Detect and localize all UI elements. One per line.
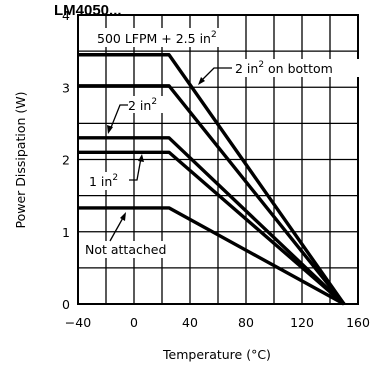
series-line-2 [78, 84, 346, 306]
bottom-leader-arrow [198, 77, 205, 85]
grid [78, 15, 358, 304]
two-leader [109, 104, 128, 131]
one-leader-arrow [138, 154, 144, 162]
one-leader [129, 157, 142, 181]
y-tick-label: 3 [62, 80, 70, 95]
lfpm-label-bg [92, 28, 242, 47]
y-tick-label: 1 [62, 225, 70, 240]
series-line-1 [78, 53, 346, 305]
notatt-leader-arrow [120, 212, 126, 221]
notatt-label: Not attached [85, 242, 166, 257]
y-tick-label: 2 [62, 153, 70, 168]
one-label-bg [86, 172, 126, 190]
data-series [78, 53, 346, 306]
x-tick-label: 80 [238, 315, 254, 330]
y-tick-label: 4 [62, 8, 70, 23]
notatt-leader [109, 215, 125, 242]
two-label-bg [124, 96, 164, 113]
y-tick-label: 0 [62, 297, 70, 312]
y-axis-label: Power Dissipation (W) [13, 92, 28, 229]
bottom-label: 2 in2 on bottom [235, 60, 333, 76]
x-tick-label: −40 [65, 315, 91, 330]
x-tick-label: 160 [346, 315, 370, 330]
plot-frame [77, 14, 359, 305]
bottom-label-bg [232, 59, 362, 77]
series-line-4 [78, 150, 346, 306]
x-tick-label: 120 [290, 315, 314, 330]
bottom-leader [199, 67, 232, 83]
tick-labels: −40 0 40 80 120 160 0 1 2 3 4 [62, 8, 370, 330]
two-label: 2 in2 [128, 97, 157, 113]
series-line-5 [78, 206, 345, 306]
x-axis-label: Temperature (°C) [162, 347, 271, 362]
one-label: 1 in2 [89, 173, 118, 189]
x-tick-label: 40 [182, 315, 198, 330]
two-leader-arrow [107, 125, 113, 134]
series-line-3 [78, 136, 346, 306]
notatt-label-bg [82, 241, 184, 258]
x-tick-label: 0 [130, 315, 138, 330]
lfpm-label: 500 LFPM + 2.5 in2 [97, 30, 217, 46]
